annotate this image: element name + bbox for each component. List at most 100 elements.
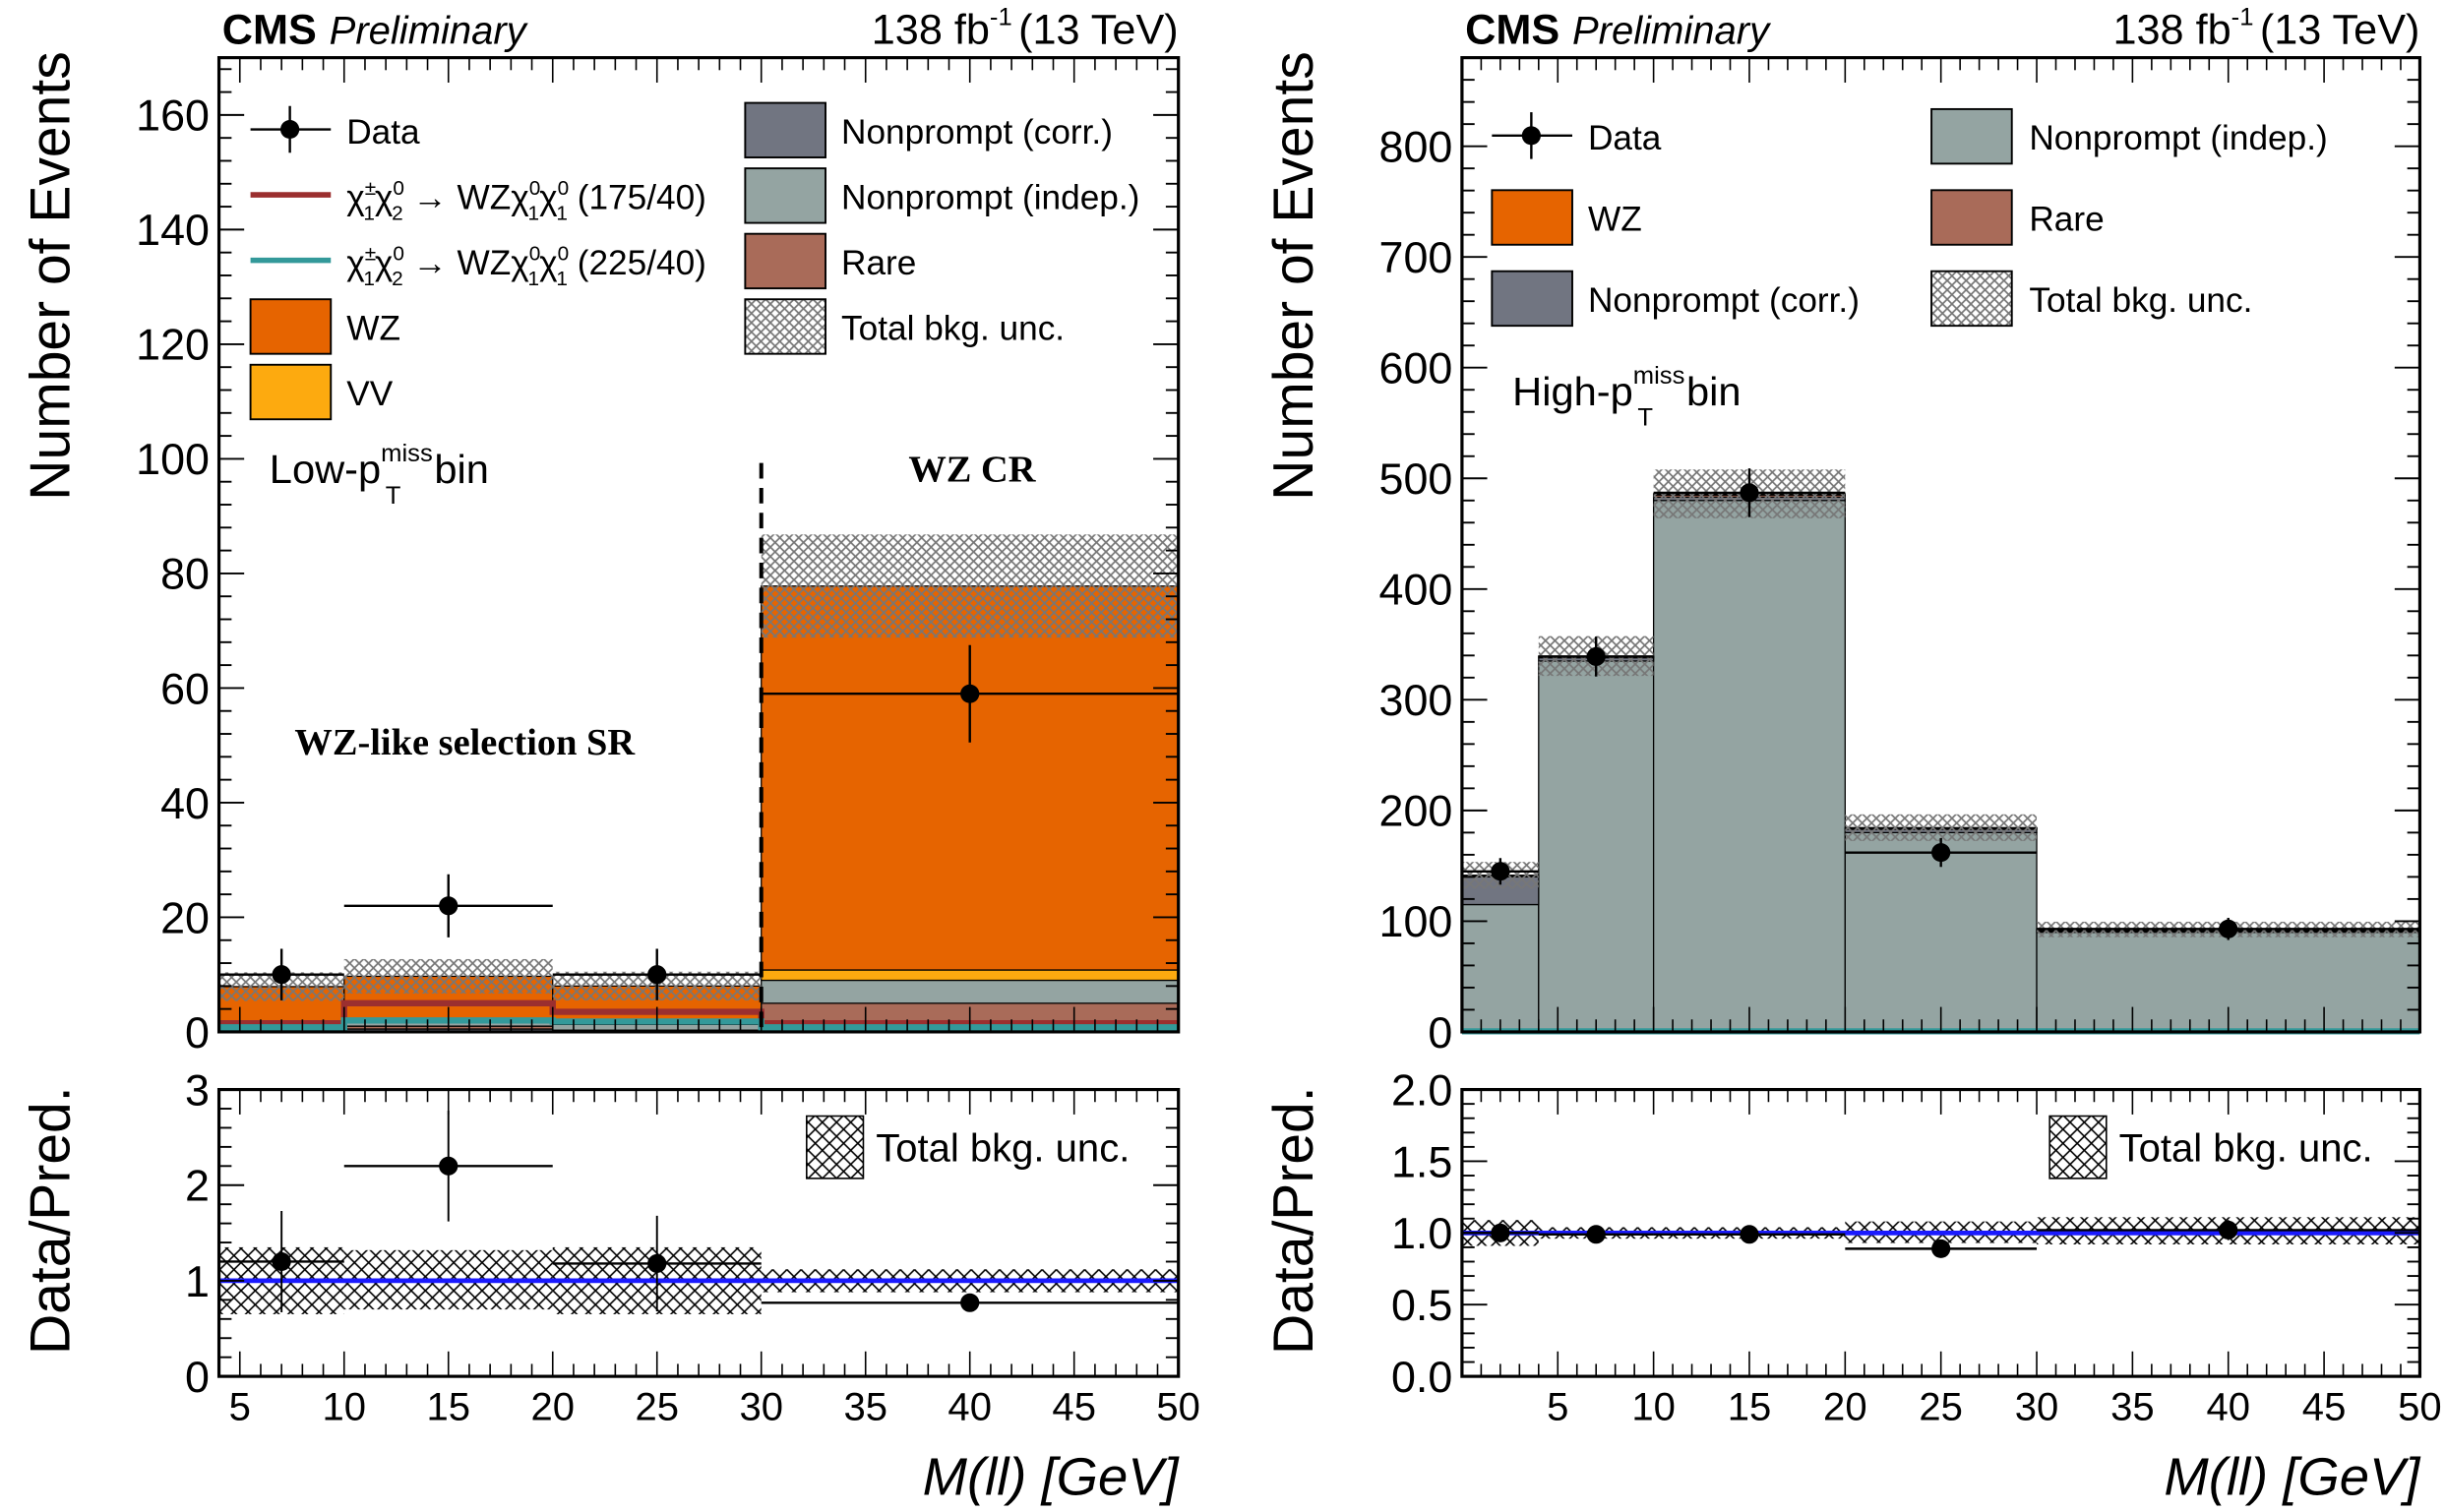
lumi-superscript: -1 [990, 3, 1012, 30]
x-axis-title: M(ll) [GeV] [2164, 1448, 2421, 1507]
ratio-point [272, 1251, 291, 1272]
cms-label: CMS Preliminary [1465, 7, 1771, 54]
x-tick-label: 30 [2015, 1386, 2059, 1429]
chi: χ [346, 244, 364, 282]
legend-label: VV [346, 375, 394, 413]
y-tick-label: 20 [160, 894, 210, 942]
lumi-value: 138 fb [2112, 7, 2231, 54]
legend-text: VV [346, 375, 394, 413]
y-tick-label: 2.0 [1391, 1067, 1452, 1116]
x-tick-label: 40 [2206, 1386, 2250, 1429]
data-point [1586, 646, 1606, 666]
y-tick-label: 2 [185, 1163, 210, 1211]
stack-bar-wz [761, 585, 1180, 971]
sup: 0 [393, 177, 404, 200]
legend-hatch-swatch [744, 298, 826, 355]
legend-label: WZ [346, 310, 400, 348]
y-axis-title: Data/Pred. [19, 1086, 82, 1355]
y-tick-label: 40 [160, 780, 210, 828]
energy-label: (13 TeV) [1018, 7, 1179, 54]
energy-label: (13 TeV) [2260, 7, 2420, 54]
region-sub: T [1637, 404, 1653, 432]
chi: χ [539, 244, 557, 282]
lumi-superscript: -1 [2231, 3, 2254, 30]
stack-bar-vv [761, 969, 1180, 982]
legend-label: Total bkg. unc. [2119, 1127, 2373, 1171]
chi: χ [346, 178, 364, 216]
data-point [647, 965, 667, 985]
x-tick-label: 25 [1919, 1386, 1963, 1429]
sup: 0 [393, 243, 404, 266]
x-tick-label: 50 [2398, 1386, 2442, 1429]
legend-text: Rare [841, 244, 916, 282]
y-tick-label: 1 [185, 1258, 210, 1306]
x-tick-label: 50 [1156, 1386, 1200, 1429]
right-main-panel: 0 100 200 300 400 500 600 700 800 CMS Preliminary 1… [1262, 3, 2422, 1058]
stack-bar-nonprompt_indep [1652, 500, 1846, 1033]
x-tick-label: 35 [843, 1386, 887, 1429]
legend-label: Data [1588, 119, 1662, 157]
x-tick-label: 5 [229, 1386, 251, 1429]
region-sub: T [386, 482, 401, 510]
legend-label: χ± 1χ0 2 → WZχ0 1χ0 1 (175/40) [346, 177, 706, 224]
legend-marker-dot [1521, 126, 1541, 146]
status-label: Preliminary [1572, 10, 1771, 53]
y-tick-label: 300 [1379, 677, 1453, 725]
experiment-label: CMS [1465, 7, 1559, 54]
legend-label: Total bkg. unc. [2029, 281, 2252, 320]
x-axis-title: M(ll) [GeV] [923, 1448, 1181, 1507]
stack-bar-nonprompt_indep [761, 979, 1180, 1004]
y-tick-label: 0 [185, 1354, 210, 1402]
legend-hatch-swatch [2048, 1115, 2108, 1179]
lumi-value: 138 fb [872, 7, 990, 54]
sub: 2 [392, 203, 403, 225]
sup: ± [365, 243, 376, 266]
experiment-label: CMS [222, 7, 317, 54]
y-tick-label: 0 [185, 1009, 210, 1058]
legend-label: Rare [841, 244, 916, 282]
ratio-point [1740, 1225, 1759, 1244]
data-point [1740, 483, 1759, 503]
mass-point: (225/40) [568, 244, 706, 282]
arrow: → WZχ [403, 244, 529, 282]
status-label: Preliminary [330, 10, 528, 53]
sup: 0 [558, 177, 570, 200]
x-tick-label: 10 [1631, 1386, 1676, 1429]
cr-annotation: WZ CR [908, 450, 1036, 491]
unc-band [761, 534, 1179, 638]
legend-text: Nonprompt (corr.) [841, 113, 1113, 151]
legend-hatch-swatch [1930, 270, 2013, 328]
x-tick-label: 25 [635, 1386, 679, 1429]
y-tick-label: 120 [136, 322, 210, 370]
legend-swatch-nonprompt_corr [744, 101, 826, 158]
legend-label: Rare [2029, 201, 2104, 239]
x-tick-label: 5 [1547, 1386, 1568, 1429]
legend-marker-dot [280, 120, 300, 140]
legend-label: Data [346, 113, 420, 151]
sub: 1 [556, 268, 568, 290]
y-tick-label: 140 [136, 207, 210, 255]
legend-text: Data [346, 113, 420, 151]
legend-swatch-vv [249, 363, 333, 421]
sup: 0 [529, 243, 541, 266]
region-main: Low-p [270, 447, 381, 492]
legend-label: Total bkg. unc. [841, 310, 1065, 348]
y-tick-label: 600 [1379, 345, 1453, 393]
legend-label: Nonprompt (indep.) [2029, 119, 2327, 157]
legend-text: Nonprompt (indep.) [2029, 119, 2327, 157]
legend-label: Nonprompt (corr.) [1588, 281, 1860, 320]
legend-label: Nonprompt (corr.) [841, 113, 1113, 151]
x-tick-label: 45 [1052, 1386, 1096, 1429]
legend-swatch-wz [249, 298, 333, 355]
ratio-point [1931, 1239, 1951, 1258]
ratio-point [1491, 1223, 1510, 1242]
mass-point: (175/40) [568, 178, 706, 216]
sub: 1 [363, 203, 375, 225]
y-tick-label: 500 [1379, 455, 1453, 504]
x-tick-label: 15 [426, 1386, 470, 1429]
y-tick-label: 700 [1379, 234, 1453, 282]
ratio-point [439, 1156, 458, 1176]
stack-bar-nonprompt_indep [1461, 903, 1540, 1033]
legend-text: Total bkg. unc. [841, 310, 1065, 348]
